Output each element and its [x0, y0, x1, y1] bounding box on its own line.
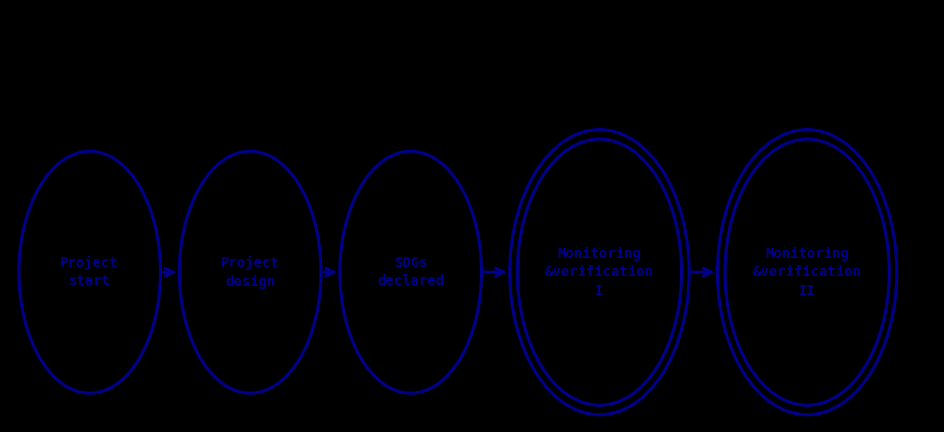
Text: Monitoring
&verification
II: Monitoring &verification II	[752, 247, 862, 298]
Text: SDGs
declared: SDGs declared	[378, 256, 444, 289]
Text: Project
design: Project design	[221, 256, 279, 289]
Text: Monitoring
&verification
I: Monitoring &verification I	[545, 247, 654, 298]
Text: Project
start: Project start	[60, 256, 119, 289]
